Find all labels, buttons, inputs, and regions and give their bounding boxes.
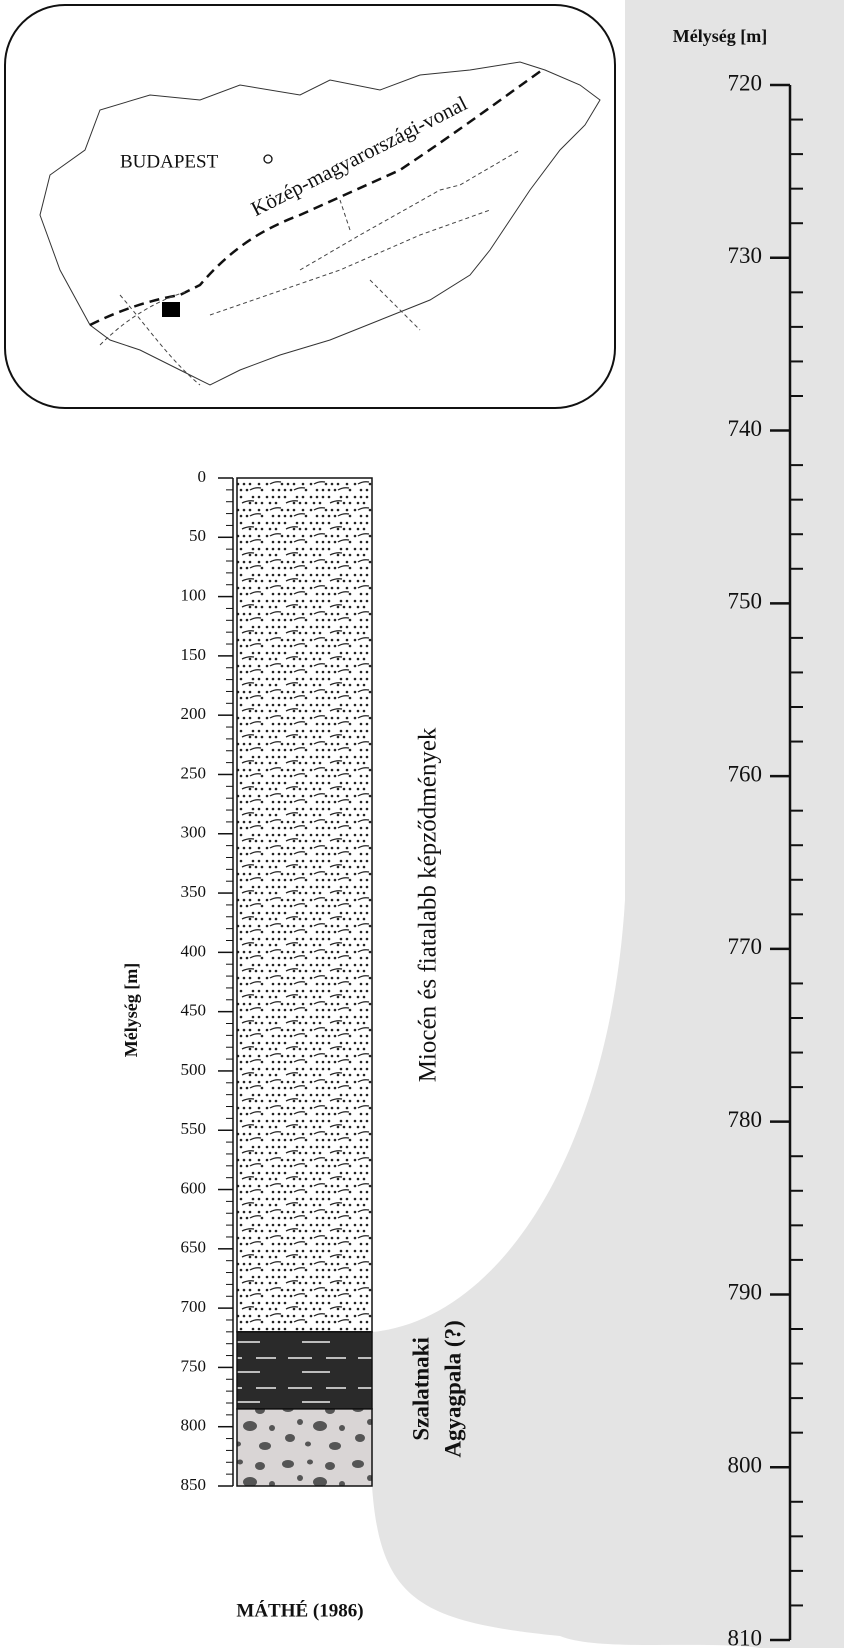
tick-label: 350 — [181, 882, 207, 901]
map-frame — [4, 4, 616, 409]
tick-label: 450 — [181, 1001, 207, 1020]
tick-label: 750 — [181, 1356, 207, 1375]
tick-label: 720 — [728, 70, 763, 95]
tick-label: 300 — [181, 823, 207, 842]
unit — [236, 1331, 373, 1410]
main-fault — [89, 66, 546, 327]
tick-label: 800 — [181, 1416, 207, 1435]
tick-label: 800 — [728, 1453, 763, 1478]
tick-label: 250 — [181, 763, 207, 782]
city-marker — [263, 154, 273, 164]
tick-label: 600 — [181, 1178, 207, 1197]
tick-label: 550 — [181, 1119, 207, 1138]
detail-axis: 720 730 740 750 760 770 780 790 800 810 — [728, 70, 803, 1648]
tick-label: 750 — [728, 589, 763, 614]
unit — [236, 477, 373, 1333]
tick-label: 150 — [181, 645, 207, 664]
tick-label: 740 — [728, 416, 763, 441]
country-outline — [39, 61, 601, 386]
unit — [236, 1408, 373, 1487]
tick-label: 650 — [181, 1238, 207, 1257]
credit: MÁTHÉ (1986) — [236, 1599, 363, 1621]
tick-label: 0 — [198, 467, 207, 486]
column: 0 50 100 150 200 250 300 350 400 450 500 550 600 650 7… — [181, 467, 466, 1494]
axis-label: Mélység [m] — [673, 26, 767, 46]
tick-label: 810 — [728, 1625, 763, 1648]
tick-label: 780 — [728, 1107, 763, 1132]
tick-label: 500 — [181, 1060, 207, 1079]
tick-label: 700 — [181, 1297, 207, 1316]
tick-label: 100 — [181, 585, 207, 604]
tick-label: 760 — [728, 761, 763, 786]
site-marker — [162, 302, 180, 317]
unit-label: Agyagpala (?) — [440, 1320, 465, 1457]
minor-faults — [99, 149, 521, 386]
tick-label: 200 — [181, 704, 207, 723]
tick-label: 50 — [189, 526, 206, 545]
tick-label: 400 — [181, 941, 207, 960]
unit-label: Miocén és fiatalabb képződmények — [415, 727, 442, 1082]
tick-label: 790 — [728, 1280, 763, 1305]
tick-label: 730 — [728, 243, 763, 268]
axis-label: Mélység [m] — [121, 963, 141, 1057]
city-label: BUDAPEST — [120, 151, 219, 172]
tick-label: 770 — [728, 934, 763, 959]
detail-fan — [372, 0, 844, 1648]
tick-label: 850 — [181, 1475, 207, 1494]
unit-label: Szalatnaki — [408, 1337, 433, 1441]
